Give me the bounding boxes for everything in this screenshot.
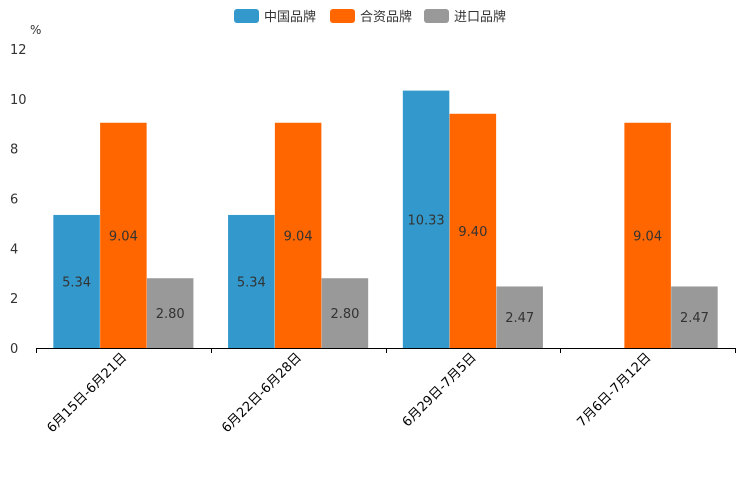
- bar-1: [449, 113, 497, 349]
- x-axis: 6月15日-6月21日 6月22日-6月28日 6月29日-7月5日 7月6日-7月1…: [36, 348, 736, 436]
- x-tick-label: 7月6日-7月12日: [575, 350, 655, 430]
- bar-value-label: 9.04: [284, 229, 313, 244]
- legend-label: 中国品牌: [264, 9, 316, 25]
- bar-value-label: 2.80: [330, 307, 359, 322]
- legend-item[interactable]: 进口品牌: [424, 9, 506, 25]
- bar-2: [496, 286, 543, 348]
- legend-swatch: [330, 9, 355, 23]
- bar-0: [402, 90, 450, 348]
- bar-2: [146, 278, 194, 348]
- bar-value-label: 10.33: [407, 213, 444, 228]
- x-tick-label: 6月29日-7月5日: [400, 350, 480, 430]
- bar-value-label: 5.34: [237, 275, 266, 290]
- legend-swatch: [234, 9, 259, 23]
- y-axis: 0 2 4 6 8 10 12: [10, 43, 27, 357]
- bar-value-label: 9.04: [633, 229, 662, 244]
- bar-value-label: 2.47: [680, 311, 709, 326]
- bars-group: [53, 90, 718, 349]
- bar-value-label: 2.80: [156, 307, 185, 322]
- bar-1: [274, 122, 322, 349]
- legend: 中国品牌 合资品牌 进口品牌: [234, 9, 506, 25]
- legend-label: 合资品牌: [360, 9, 412, 25]
- y-tick-label: 6: [10, 193, 18, 208]
- bar-value-label: 9.04: [109, 229, 138, 244]
- bar-2: [671, 286, 718, 348]
- x-tick-label: 6月15日-6月21日: [44, 350, 130, 436]
- legend-label: 进口品牌: [454, 9, 506, 25]
- bar-1: [624, 122, 671, 349]
- x-tick-label: 6月22日-6月28日: [219, 350, 305, 436]
- y-tick-label: 10: [10, 93, 27, 108]
- y-tick-label: 12: [10, 43, 27, 58]
- bar-1: [100, 122, 147, 349]
- y-tick-label: 0: [10, 342, 18, 357]
- legend-item[interactable]: 中国品牌: [234, 9, 316, 25]
- y-tick-label: 2: [10, 292, 18, 307]
- bar-value-label: 9.40: [458, 225, 487, 240]
- y-axis-unit-label: %: [30, 23, 41, 37]
- bar-2: [321, 278, 369, 348]
- bar-0: [53, 214, 100, 348]
- y-tick-label: 4: [10, 242, 18, 257]
- value-labels-group: 5.34 9.04 2.80 5.34 9.04 2.80 10.33 9.40 2.47 9.0…: [62, 213, 709, 326]
- y-tick-label: 8: [10, 143, 18, 158]
- bar-0: [228, 214, 275, 348]
- legend-item[interactable]: 合资品牌: [330, 9, 412, 25]
- bar-value-label: 5.34: [62, 275, 91, 290]
- bar-value-label: 2.47: [505, 311, 534, 326]
- legend-swatch: [424, 9, 449, 23]
